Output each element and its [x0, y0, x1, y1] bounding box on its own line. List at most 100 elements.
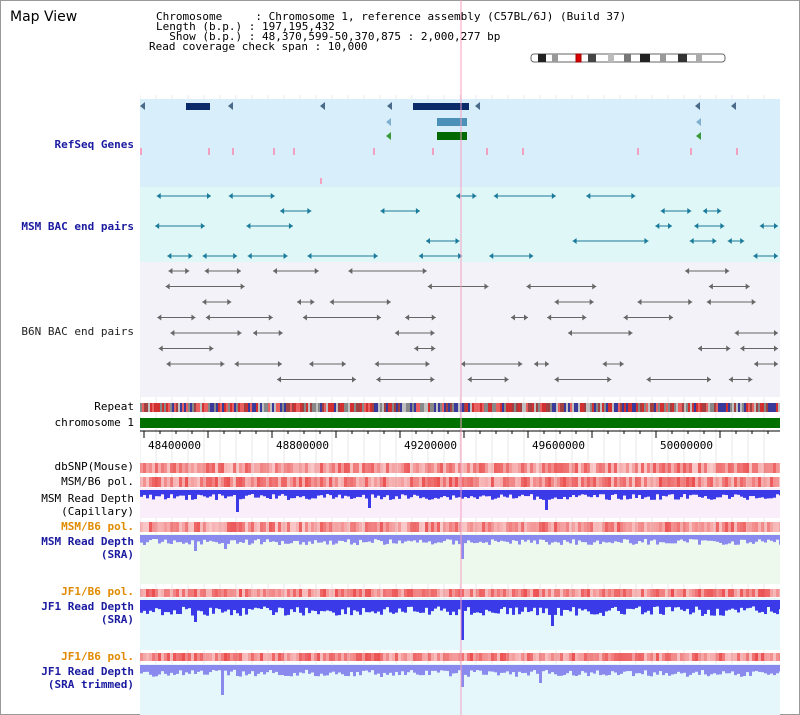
- track-label-repeat[interactable]: Repeat: [94, 400, 134, 413]
- heat-cell: [395, 589, 398, 597]
- track-label-refseq[interactable]: RefSeq Genes: [54, 138, 134, 151]
- bac-pair-end: [165, 283, 170, 290]
- msm-b6-pol-track[interactable]: [140, 477, 780, 487]
- depth-bar: [566, 490, 569, 500]
- repeat-segment: [508, 403, 510, 412]
- heat-cell: [734, 477, 737, 487]
- depth-bar: [635, 600, 638, 608]
- depth-bar: [440, 600, 443, 611]
- jf1-depth-track[interactable]: [140, 600, 780, 640]
- depth-bar: [704, 490, 707, 497]
- jf1-b6-pol-2-track[interactable]: [140, 653, 780, 661]
- repeat-segment: [232, 403, 234, 412]
- heat-cell: [395, 477, 398, 487]
- bac-pair-end: [592, 283, 597, 290]
- msm-b6-pol-2-track[interactable]: [140, 522, 780, 532]
- track-label-jf1-depth-trimmed[interactable]: JF1 Read Depth: [41, 665, 134, 678]
- heat-cell: [653, 589, 656, 597]
- genome-browser-plot[interactable]: 48400000 48800000 49200000 49600000 50000000: [140, 0, 780, 715]
- depth-bar: [656, 665, 659, 675]
- heat-cell: [725, 653, 728, 661]
- track-label-jf1-pol-2[interactable]: JF1/B6 pol.: [61, 650, 134, 663]
- track-label-chromosome[interactable]: chromosome 1: [54, 416, 134, 429]
- axis-tick-label: 49600000: [532, 439, 585, 452]
- heat-cell: [590, 477, 593, 487]
- heat-cell: [536, 477, 539, 487]
- chromosome-bar[interactable]: [140, 418, 780, 428]
- heat-cell: [758, 522, 761, 532]
- depth-bar: [545, 665, 548, 671]
- depth-bar: [197, 600, 200, 611]
- depth-bar: [161, 490, 164, 495]
- heat-cell: [701, 589, 704, 597]
- b6n-bac-track[interactable]: [157, 268, 778, 383]
- depth-bar: [698, 665, 701, 675]
- heat-cell: [392, 589, 395, 597]
- depth-bar: [182, 490, 185, 496]
- repeat-segment: [398, 403, 400, 412]
- jf1-b6-pol-track[interactable]: [140, 589, 780, 597]
- msm-depth-sra-track[interactable]: [140, 535, 780, 559]
- depth-bar: [410, 490, 413, 498]
- repeat-segment: [352, 403, 354, 412]
- bac-pair-end: [236, 268, 241, 274]
- heat-cell: [413, 522, 416, 532]
- depth-bar: [158, 490, 161, 497]
- heat-cell: [599, 522, 602, 532]
- heat-cell: [527, 589, 530, 597]
- heat-cell: [176, 477, 179, 487]
- chromosome-ideogram[interactable]: [528, 52, 728, 64]
- heat-cell: [371, 463, 374, 473]
- repeat-segment: [462, 403, 464, 412]
- track-label-b6n-bac[interactable]: B6N BAC end pairs: [21, 325, 134, 338]
- track-label-msm-depth-capillary-sub: (Capillary): [61, 505, 134, 518]
- heat-cell: [146, 477, 149, 487]
- msm-bac-track[interactable]: [155, 193, 778, 259]
- heat-cell: [503, 653, 506, 661]
- repeat-segment: [206, 403, 208, 412]
- repeat-segment: [370, 403, 372, 412]
- depth-bar: [770, 490, 773, 499]
- track-label-jf1-depth[interactable]: JF1 Read Depth: [41, 600, 134, 613]
- heat-cell: [377, 522, 380, 532]
- depth-bar: [671, 665, 674, 675]
- heat-cell: [470, 477, 473, 487]
- heat-cell: [680, 589, 683, 597]
- depth-bar: [710, 490, 713, 500]
- repeat-segment: [722, 403, 724, 412]
- repeat-track[interactable]: [140, 403, 780, 412]
- repeat-segment: [170, 403, 172, 412]
- heat-cell: [431, 522, 434, 532]
- msm-depth-capillary-track[interactable]: [140, 490, 780, 512]
- heat-cell: [470, 522, 473, 532]
- depth-bar: [167, 665, 170, 676]
- depth-bar: [191, 490, 194, 500]
- depth-bar: [302, 665, 305, 674]
- heat-cell: [608, 653, 611, 661]
- bac-pair-end: [740, 238, 745, 244]
- heat-cell: [647, 653, 650, 661]
- track-label-msm-bac[interactable]: MSM BAC end pairs: [21, 220, 134, 233]
- repeat-segment: [478, 403, 480, 412]
- track-label-jf1-pol[interactable]: JF1/B6 pol.: [61, 585, 134, 598]
- depth-bar: [194, 490, 197, 500]
- track-label-msm-b6-pol-2[interactable]: MSM/B6 pol.: [61, 520, 134, 533]
- depth-bar: [569, 665, 572, 671]
- depth-bar: [248, 535, 251, 545]
- heat-cell: [623, 463, 626, 473]
- jf1-depth-trimmed-track[interactable]: [140, 665, 780, 695]
- track-label-msm-depth-capillary[interactable]: MSM Read Depth: [41, 492, 134, 505]
- depth-bar: [374, 600, 377, 614]
- heat-cell: [458, 522, 461, 532]
- depth-bar: [182, 665, 185, 676]
- depth-bar: [389, 665, 392, 673]
- heat-cell: [416, 477, 419, 487]
- bac-pair-end: [415, 208, 420, 214]
- heat-cell: [569, 522, 572, 532]
- track-label-msm-depth-sra[interactable]: MSM Read Depth: [41, 535, 134, 548]
- dbsnp-track[interactable]: [140, 463, 780, 473]
- track-label-msm-b6-pol[interactable]: MSM/B6 pol.: [61, 475, 134, 488]
- heat-cell: [317, 522, 320, 532]
- refseq-genes-track[interactable]: [140, 102, 738, 184]
- track-label-dbsnp[interactable]: dbSNP(Mouse): [54, 460, 134, 473]
